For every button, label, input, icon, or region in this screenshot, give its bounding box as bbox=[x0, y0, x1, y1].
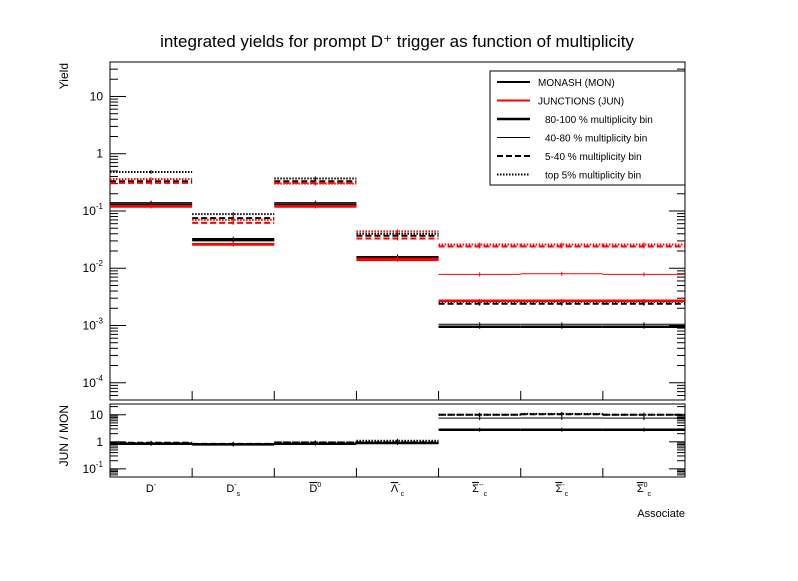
x-tick-label: Σ0c bbox=[637, 482, 652, 498]
x-tick-label: D-s bbox=[226, 482, 240, 498]
x-tick-label: Σ-c bbox=[555, 482, 568, 498]
x-tick-label: Λ-c bbox=[391, 482, 405, 498]
main-y-tick-label: 10 bbox=[90, 89, 104, 103]
legend: MONASH (MON) JUNCTIONS (JUN) 80-100 % mult… bbox=[489, 70, 686, 186]
ratio-axis-ticks: 10 1 10-1 bbox=[83, 406, 685, 478]
x-tick-label: D0 bbox=[309, 482, 321, 495]
ratio-y-tick-label: 10 bbox=[90, 408, 104, 422]
main-y-tick-label: 1 bbox=[96, 147, 103, 161]
main-series-group bbox=[110, 169, 685, 329]
x-axis-label: Associate bbox=[637, 508, 685, 520]
ratio-y-tick-label: 10-1 bbox=[83, 460, 104, 476]
x-tick-labels: D- D-s D0 Λ-c Σ--c Σ-c Σ0c bbox=[146, 482, 652, 498]
legend-label: 40-80 % multiplicity bin bbox=[545, 134, 647, 145]
main-y-tick-label: 10-4 bbox=[83, 374, 104, 390]
chart-title: integrated yields for prompt D⁺ trigger … bbox=[160, 32, 634, 51]
x-tick-label: D- bbox=[146, 482, 157, 495]
y-axis-label: Yield bbox=[57, 63, 71, 89]
main-y-tick-label: 10-2 bbox=[83, 259, 104, 275]
legend-label: 80-100 % multiplicity bin bbox=[545, 115, 653, 126]
ratio-plot-frame bbox=[109, 403, 686, 478]
ratio-y-tick-label: 1 bbox=[96, 435, 103, 449]
legend-label: MONASH (MON) bbox=[538, 78, 615, 89]
main-plot-frame bbox=[109, 61, 686, 401]
legend-label: top 5% multiplicity bin bbox=[545, 171, 641, 182]
main-y-tick-label: 10-1 bbox=[83, 202, 104, 218]
legend-label: 5-40 % multiplicity bin bbox=[545, 152, 642, 163]
legend-box bbox=[489, 70, 686, 186]
x-tick-label: Σ--c bbox=[472, 482, 487, 498]
main-y-tick-label: 10-3 bbox=[83, 317, 104, 333]
ratio-y-axis-label: JUN / MON bbox=[57, 405, 71, 466]
ratio-series-group bbox=[110, 411, 685, 447]
legend-label: JUNCTIONS (JUN) bbox=[538, 97, 624, 108]
